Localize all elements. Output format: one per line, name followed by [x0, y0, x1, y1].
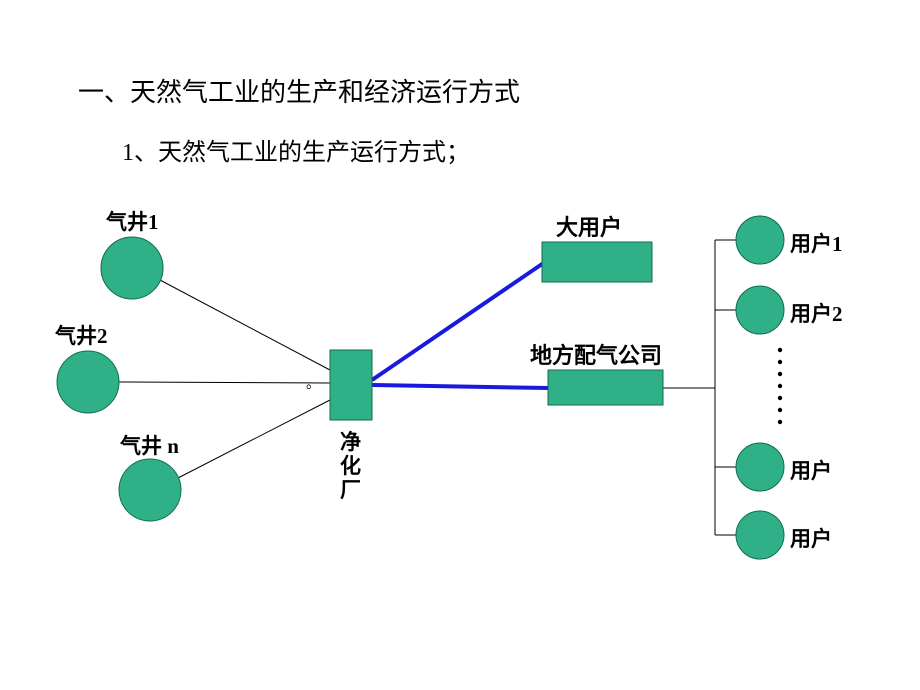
label-well2: 气井2 — [55, 320, 108, 350]
label-user3: 用户 — [790, 455, 832, 485]
diagram-svg — [0, 0, 920, 690]
label-user1: 用户1 — [790, 228, 843, 258]
dot-marker: 。 — [306, 373, 320, 393]
label-plant: 净化厂 — [340, 430, 361, 502]
label-user4: 用户 — [790, 523, 832, 553]
label-user2: 用户2 — [790, 298, 843, 328]
label-well1: 气井1 — [106, 206, 159, 236]
diagram-stage: 一、天然气工业的生产和经济运行方式 1、天然气工业的生产运行方式； 气井1 气井… — [0, 0, 920, 690]
label-dist-co: 地方配气公司 — [530, 338, 662, 370]
label-welln: 气井 n — [120, 430, 179, 460]
label-big-user: 大用户 — [556, 210, 622, 242]
